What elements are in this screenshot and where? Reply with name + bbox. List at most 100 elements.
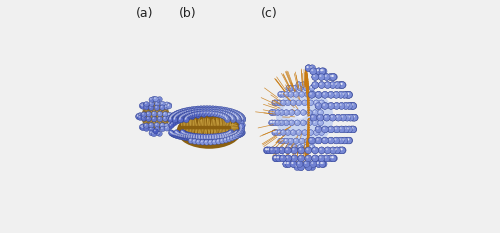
Circle shape [306,148,308,150]
Circle shape [282,93,283,94]
Circle shape [214,110,220,115]
Circle shape [176,110,181,116]
Circle shape [286,144,292,150]
Circle shape [298,145,300,147]
Circle shape [305,138,310,144]
Circle shape [168,125,169,127]
Circle shape [196,139,202,145]
Circle shape [150,106,152,108]
Circle shape [306,156,308,158]
Circle shape [280,138,286,144]
Circle shape [298,164,304,171]
Circle shape [275,110,280,115]
Circle shape [329,127,331,129]
Circle shape [144,102,149,107]
Circle shape [284,138,289,144]
Circle shape [315,91,322,98]
Circle shape [219,136,224,141]
Circle shape [290,161,296,168]
Circle shape [290,121,292,123]
Circle shape [332,75,334,77]
Circle shape [157,131,162,136]
Circle shape [222,134,224,135]
Circle shape [285,93,286,94]
Circle shape [298,147,304,154]
Circle shape [328,74,334,80]
Circle shape [340,114,346,121]
Circle shape [318,74,325,80]
Circle shape [156,127,158,129]
Circle shape [316,127,318,129]
Circle shape [198,110,200,112]
Circle shape [233,132,235,134]
Circle shape [280,148,282,150]
Circle shape [148,123,154,128]
Circle shape [346,126,352,133]
Circle shape [298,85,303,91]
Circle shape [214,134,219,139]
Circle shape [335,148,337,150]
Circle shape [214,107,216,109]
Circle shape [344,127,346,129]
Circle shape [240,127,242,129]
Circle shape [315,103,322,109]
Circle shape [210,135,211,137]
Circle shape [313,156,316,158]
Circle shape [214,134,216,136]
Circle shape [198,135,200,137]
Circle shape [173,133,178,138]
Circle shape [269,147,276,154]
Circle shape [274,100,280,106]
Circle shape [284,92,289,97]
Circle shape [330,74,336,80]
Circle shape [200,107,201,109]
Circle shape [341,137,348,144]
Circle shape [296,121,298,123]
Circle shape [334,138,336,140]
Circle shape [229,114,230,116]
Circle shape [174,113,175,114]
Circle shape [312,82,318,88]
Circle shape [334,104,337,106]
Circle shape [270,110,276,115]
Circle shape [191,108,196,113]
Circle shape [140,104,145,109]
Circle shape [231,112,236,117]
Circle shape [292,162,294,164]
Circle shape [324,155,330,162]
Circle shape [340,148,342,150]
Circle shape [342,126,349,133]
Circle shape [302,83,304,85]
Circle shape [286,148,288,150]
Circle shape [238,113,244,119]
Circle shape [228,133,233,138]
Circle shape [180,133,186,138]
Circle shape [322,103,328,109]
Circle shape [335,83,337,85]
Circle shape [324,75,327,77]
Circle shape [309,85,315,91]
Circle shape [334,147,340,154]
Circle shape [278,92,283,97]
Circle shape [312,139,314,141]
Circle shape [146,116,152,122]
Circle shape [351,104,353,106]
Circle shape [334,127,337,129]
Circle shape [330,147,336,154]
Circle shape [238,130,243,135]
Circle shape [334,104,337,106]
Circle shape [236,115,238,117]
Circle shape [344,114,350,121]
Circle shape [318,155,325,162]
Circle shape [330,114,336,121]
Circle shape [314,130,319,135]
Circle shape [164,104,170,110]
Circle shape [350,103,357,109]
Circle shape [306,148,308,150]
Circle shape [336,116,338,118]
Circle shape [326,83,328,85]
Circle shape [306,110,312,115]
Circle shape [311,69,314,71]
Circle shape [320,83,322,85]
Circle shape [238,128,244,134]
